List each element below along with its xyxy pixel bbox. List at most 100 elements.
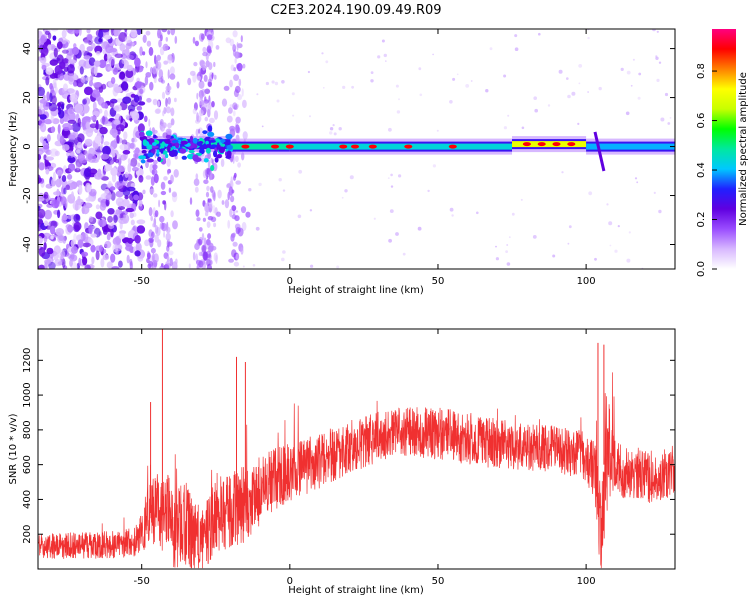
noise-blob [65, 184, 70, 191]
y-tick-label: 1200 [22, 348, 33, 373]
noise-blob [207, 108, 211, 118]
noise-blob [38, 154, 42, 161]
noise-blob [207, 81, 212, 88]
noise-blob [94, 135, 102, 144]
noise-blob [132, 129, 137, 140]
noise-blob [125, 54, 134, 60]
noise-blob [134, 57, 141, 67]
noise-blob [203, 74, 208, 82]
noise-blob [47, 32, 52, 39]
snr-series [38, 329, 675, 569]
noise-blob [196, 264, 200, 269]
noise-blob [102, 254, 110, 261]
noise-blob [163, 231, 166, 238]
noise-dot [495, 245, 497, 248]
noise-blob [54, 259, 63, 267]
noise-blob [209, 260, 213, 265]
noise-blob [213, 110, 219, 120]
noise-blob [199, 66, 202, 76]
noise-blob [147, 252, 151, 260]
noise-dot [338, 127, 342, 131]
noise-blob [54, 86, 58, 94]
ridge-blob [165, 134, 171, 139]
noise-blob [84, 150, 89, 157]
noise-blob [83, 55, 91, 60]
noise-blob [131, 111, 140, 121]
noise-blob [142, 51, 146, 56]
noise-blob [195, 119, 200, 124]
noise-blob [57, 249, 66, 260]
noise-blob [90, 115, 97, 121]
noise-blob [189, 197, 193, 205]
noise-blob [155, 67, 159, 75]
noise-dot [271, 80, 275, 84]
noise-blob [38, 107, 45, 115]
noise-dot [278, 178, 282, 182]
noise-dot [606, 203, 609, 206]
noise-dot [634, 177, 638, 180]
noise-blob [38, 221, 42, 232]
noise-blob [127, 237, 134, 244]
noise-dot [608, 221, 613, 226]
noise-blob [162, 43, 169, 52]
noise-dot [329, 131, 333, 135]
noise-blob [92, 82, 102, 88]
ridge-blob [179, 148, 187, 154]
ridge-blob [205, 147, 211, 154]
noise-blob [169, 257, 173, 267]
noise-blob [152, 66, 157, 75]
noise-blob [139, 46, 143, 56]
noise-dot [630, 84, 633, 87]
noise-dot [594, 257, 597, 261]
noise-blob [146, 97, 152, 103]
noise-blob [206, 34, 213, 41]
noise-blob [115, 190, 124, 198]
noise-blob [160, 34, 163, 42]
noise-blob [171, 191, 177, 198]
noise-blob [67, 29, 76, 35]
noise-dot [578, 64, 583, 68]
noise-blob [93, 60, 101, 67]
noise-blob [202, 217, 206, 222]
noise-blob [234, 223, 241, 230]
noise-blob [170, 118, 175, 126]
noise-blob [167, 241, 173, 247]
noise-blob [117, 206, 126, 210]
noise-blob [110, 77, 116, 84]
noise-blob [130, 219, 135, 226]
noise-dot [297, 214, 302, 219]
noise-blob [163, 157, 166, 164]
ridge-blob [140, 159, 146, 164]
noise-blob [95, 250, 100, 261]
noise-blob [100, 176, 109, 181]
noise-blob [165, 37, 168, 42]
noise-blob [136, 219, 146, 225]
noise-blob [213, 192, 216, 202]
noise-blob [201, 233, 205, 241]
noise-dot [470, 80, 473, 82]
noise-blob [198, 227, 203, 232]
noise-blob [92, 101, 97, 112]
noise-blob [158, 199, 161, 208]
noise-blob [198, 128, 201, 134]
noise-blob [39, 57, 47, 64]
noise-dot [609, 244, 612, 247]
noise-blob [133, 194, 140, 201]
noise-blob [194, 242, 200, 251]
ridge-blob [214, 157, 219, 163]
noise-blob [85, 76, 92, 82]
noise-blob [217, 189, 222, 199]
noise-blob [168, 250, 174, 256]
noise-blob [38, 208, 46, 219]
noise-dot [370, 79, 374, 83]
ridge-blob [196, 142, 203, 146]
noise-blob [233, 175, 236, 181]
noise-blob [104, 109, 108, 118]
noise-blob [211, 72, 214, 79]
noise-dot [511, 212, 515, 216]
ridge-blob [142, 139, 148, 146]
noise-dot [664, 92, 669, 97]
noise-blob [67, 224, 74, 233]
noise-blob [45, 76, 50, 86]
noise-blob [55, 228, 64, 236]
